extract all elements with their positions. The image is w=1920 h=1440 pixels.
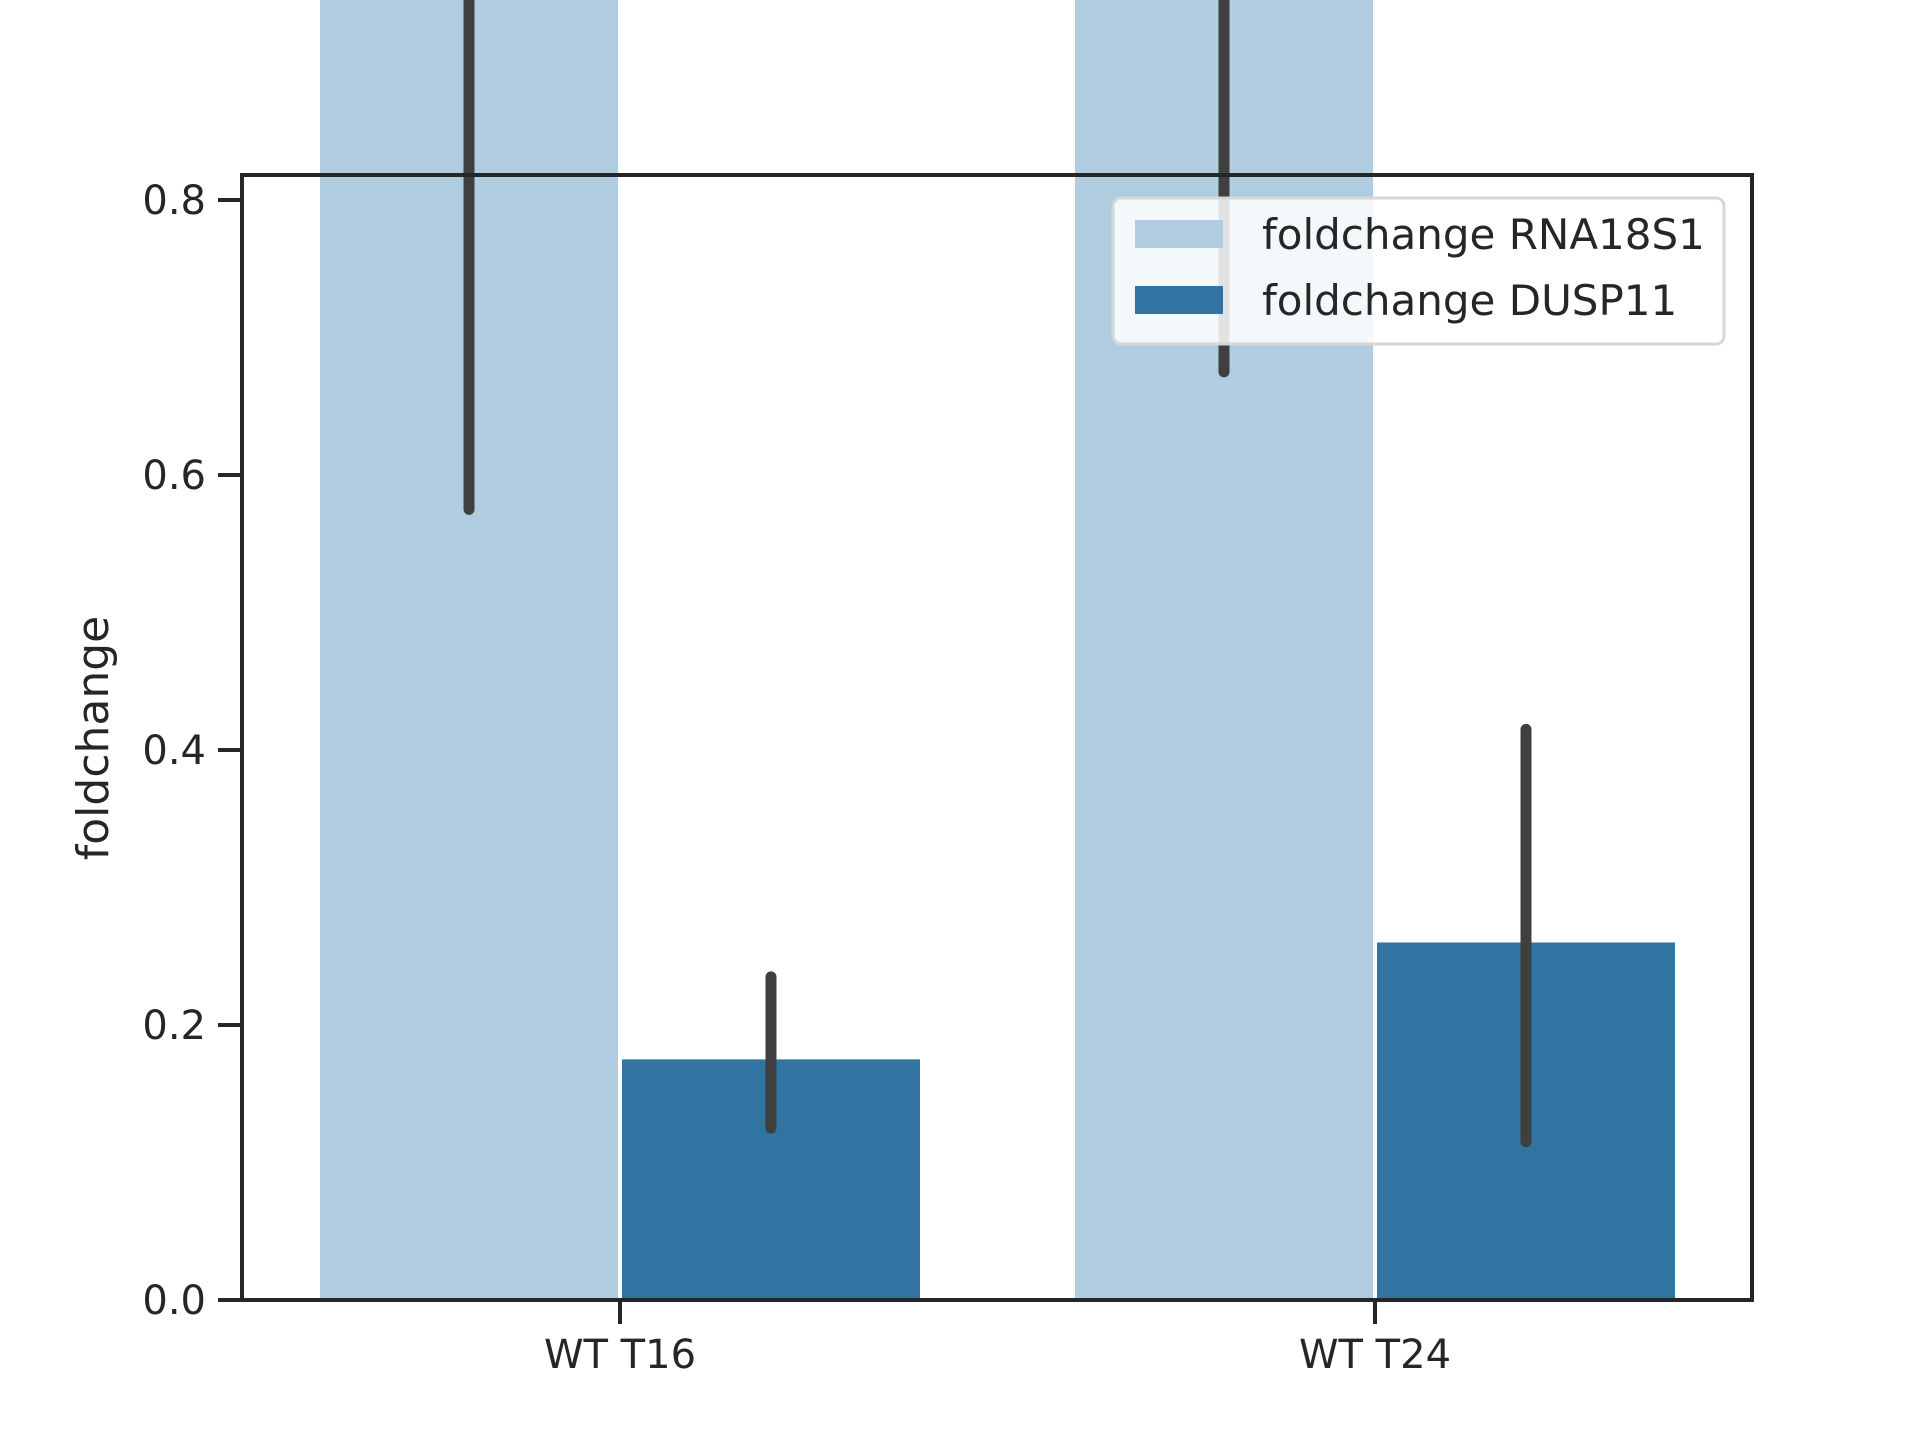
legend-swatch [1135, 220, 1223, 248]
y-tick-label: 0.8 [142, 178, 206, 224]
legend-label: foldchange RNA18S1 [1262, 210, 1705, 259]
x-tick-label: WT T24 [1299, 1332, 1451, 1378]
y-tick-label: 0.6 [142, 453, 206, 499]
y-tick-label: 0.2 [142, 1003, 206, 1049]
plot-frame [240, 173, 1754, 1302]
legend-label: foldchange DUSP11 [1262, 276, 1677, 325]
bars-layer [320, 0, 1675, 1300]
y-tick-label: 0.4 [142, 728, 206, 774]
x-axis: WT T16 WT T24 [544, 1300, 1451, 1378]
legend-box [1111, 196, 1726, 346]
legend-swatch [1135, 286, 1223, 314]
y-axis-label: foldchange [68, 616, 119, 861]
y-axis: 0.00.20.40.60.81.01.21.41.6 [142, 178, 242, 1324]
legend: foldchange RNA18S1 foldchange DUSP11 [1111, 196, 1726, 346]
x-tick-label: WT T16 [544, 1332, 696, 1378]
y-tick-label: 0.0 [142, 1278, 206, 1324]
